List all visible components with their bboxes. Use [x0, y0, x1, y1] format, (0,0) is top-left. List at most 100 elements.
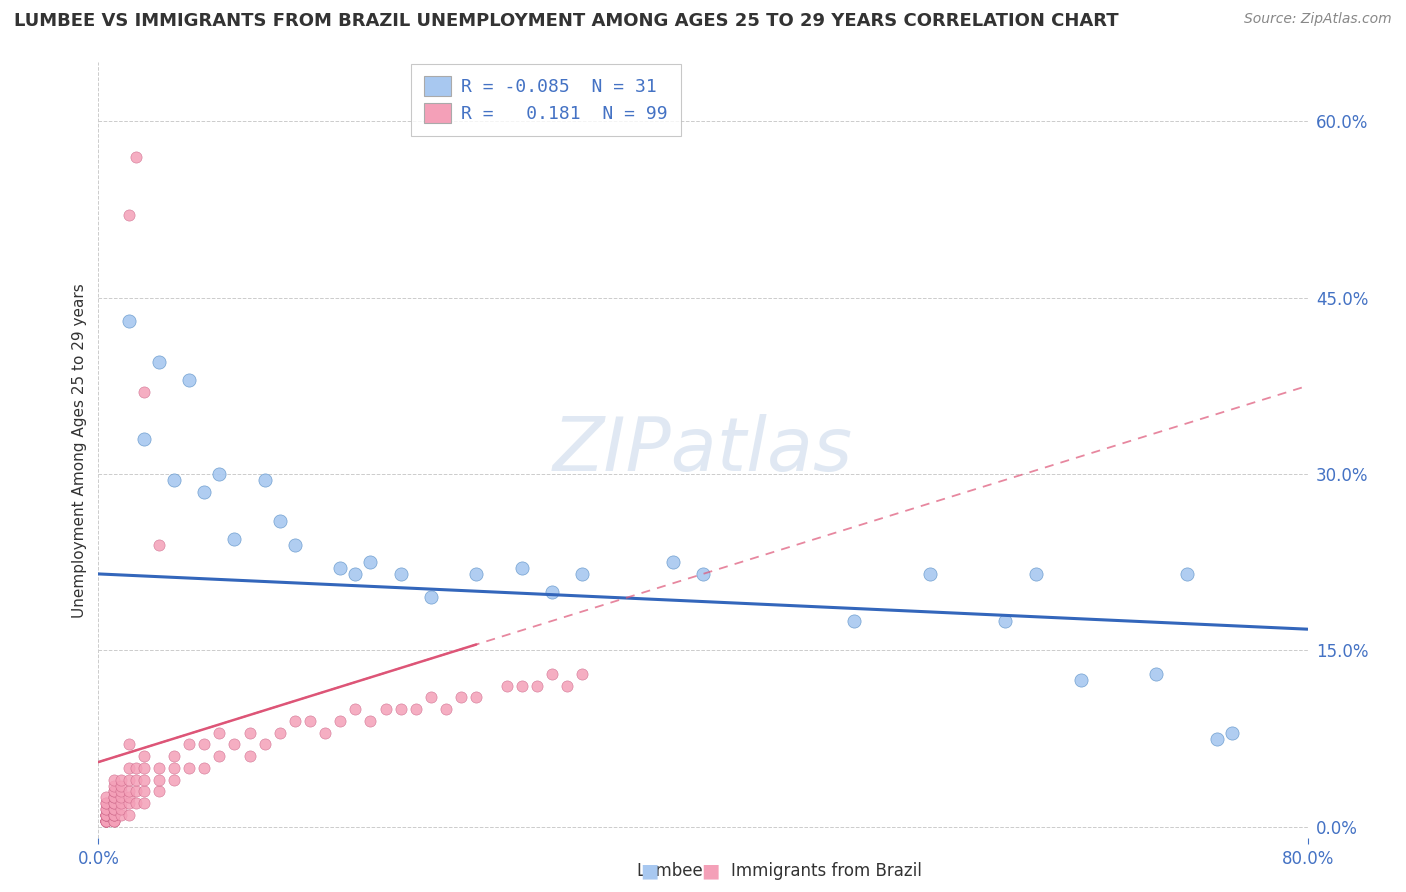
Point: [526, 679, 548, 693]
Point: [253, 738, 276, 752]
Point: [540, 666, 562, 681]
Point: [118, 784, 141, 798]
Point: [224, 532, 246, 546]
Point: [510, 679, 533, 693]
Point: [110, 779, 132, 793]
Point: [329, 561, 352, 575]
Point: [110, 784, 132, 798]
Point: [94, 808, 117, 822]
Y-axis label: Unemployment Among Ages 25 to 29 years: Unemployment Among Ages 25 to 29 years: [72, 283, 87, 618]
Point: [465, 690, 488, 705]
Point: [94, 796, 117, 810]
Point: [94, 814, 117, 828]
Point: [94, 796, 117, 810]
Point: [103, 808, 125, 822]
Point: [94, 802, 117, 816]
Point: [103, 784, 125, 798]
Point: [344, 702, 367, 716]
Point: [118, 208, 141, 222]
Point: [163, 749, 186, 764]
Point: [1206, 731, 1229, 746]
Point: [540, 584, 562, 599]
Text: ZIPatlas: ZIPatlas: [553, 415, 853, 486]
Point: [118, 314, 141, 328]
Point: [163, 761, 186, 775]
Point: [844, 614, 866, 628]
Point: [118, 796, 141, 810]
Point: [132, 432, 155, 446]
Point: [132, 784, 155, 798]
Point: [571, 666, 593, 681]
Point: [103, 790, 125, 805]
Point: [389, 702, 412, 716]
Point: [118, 772, 141, 787]
Point: [193, 484, 215, 499]
Point: [103, 772, 125, 787]
Point: [125, 784, 148, 798]
Point: [94, 814, 117, 828]
Point: [132, 796, 155, 810]
Point: [208, 749, 231, 764]
Point: [94, 808, 117, 822]
Point: [103, 779, 125, 793]
Point: [434, 702, 457, 716]
Point: [284, 537, 307, 551]
Point: [1024, 566, 1046, 581]
Point: [94, 814, 117, 828]
Point: [148, 761, 170, 775]
Text: Immigrants from Brazil: Immigrants from Brazil: [731, 863, 922, 880]
Point: [94, 808, 117, 822]
Point: [94, 808, 117, 822]
Point: [132, 761, 155, 775]
Point: [103, 814, 125, 828]
Point: [1144, 666, 1167, 681]
Point: [374, 702, 396, 716]
Point: [94, 814, 117, 828]
Point: [179, 738, 201, 752]
Point: [94, 814, 117, 828]
Point: [465, 566, 488, 581]
Point: [110, 772, 132, 787]
Point: [110, 790, 132, 805]
Point: [239, 749, 262, 764]
Point: [103, 802, 125, 816]
Point: [224, 738, 246, 752]
Point: [344, 566, 367, 581]
Point: [179, 373, 201, 387]
Point: [360, 714, 382, 728]
Text: ■: ■: [640, 862, 659, 880]
Point: [314, 725, 336, 739]
Point: [125, 149, 148, 163]
Point: [329, 714, 352, 728]
Point: [118, 790, 141, 805]
Point: [103, 808, 125, 822]
Point: [125, 761, 148, 775]
Point: [450, 690, 472, 705]
Point: [253, 473, 276, 487]
Point: [94, 814, 117, 828]
Point: [103, 802, 125, 816]
Point: [692, 566, 714, 581]
Point: [118, 738, 141, 752]
Point: [103, 796, 125, 810]
Point: [148, 355, 170, 369]
Text: Lumbee: Lumbee: [637, 863, 703, 880]
Point: [163, 473, 186, 487]
Point: [103, 790, 125, 805]
Point: [360, 555, 382, 569]
Point: [125, 796, 148, 810]
Point: [110, 802, 132, 816]
Point: [110, 808, 132, 822]
Text: LUMBEE VS IMMIGRANTS FROM BRAZIL UNEMPLOYMENT AMONG AGES 25 TO 29 YEARS CORRELAT: LUMBEE VS IMMIGRANTS FROM BRAZIL UNEMPLO…: [14, 12, 1119, 29]
Point: [148, 784, 170, 798]
Point: [555, 679, 578, 693]
Point: [148, 537, 170, 551]
Point: [125, 772, 148, 787]
Point: [495, 679, 517, 693]
Point: [163, 772, 186, 787]
Point: [103, 796, 125, 810]
Point: [420, 591, 443, 605]
Point: [94, 808, 117, 822]
Point: [118, 761, 141, 775]
Legend: R = -0.085  N = 31, R =   0.181  N = 99: R = -0.085 N = 31, R = 0.181 N = 99: [411, 63, 681, 136]
